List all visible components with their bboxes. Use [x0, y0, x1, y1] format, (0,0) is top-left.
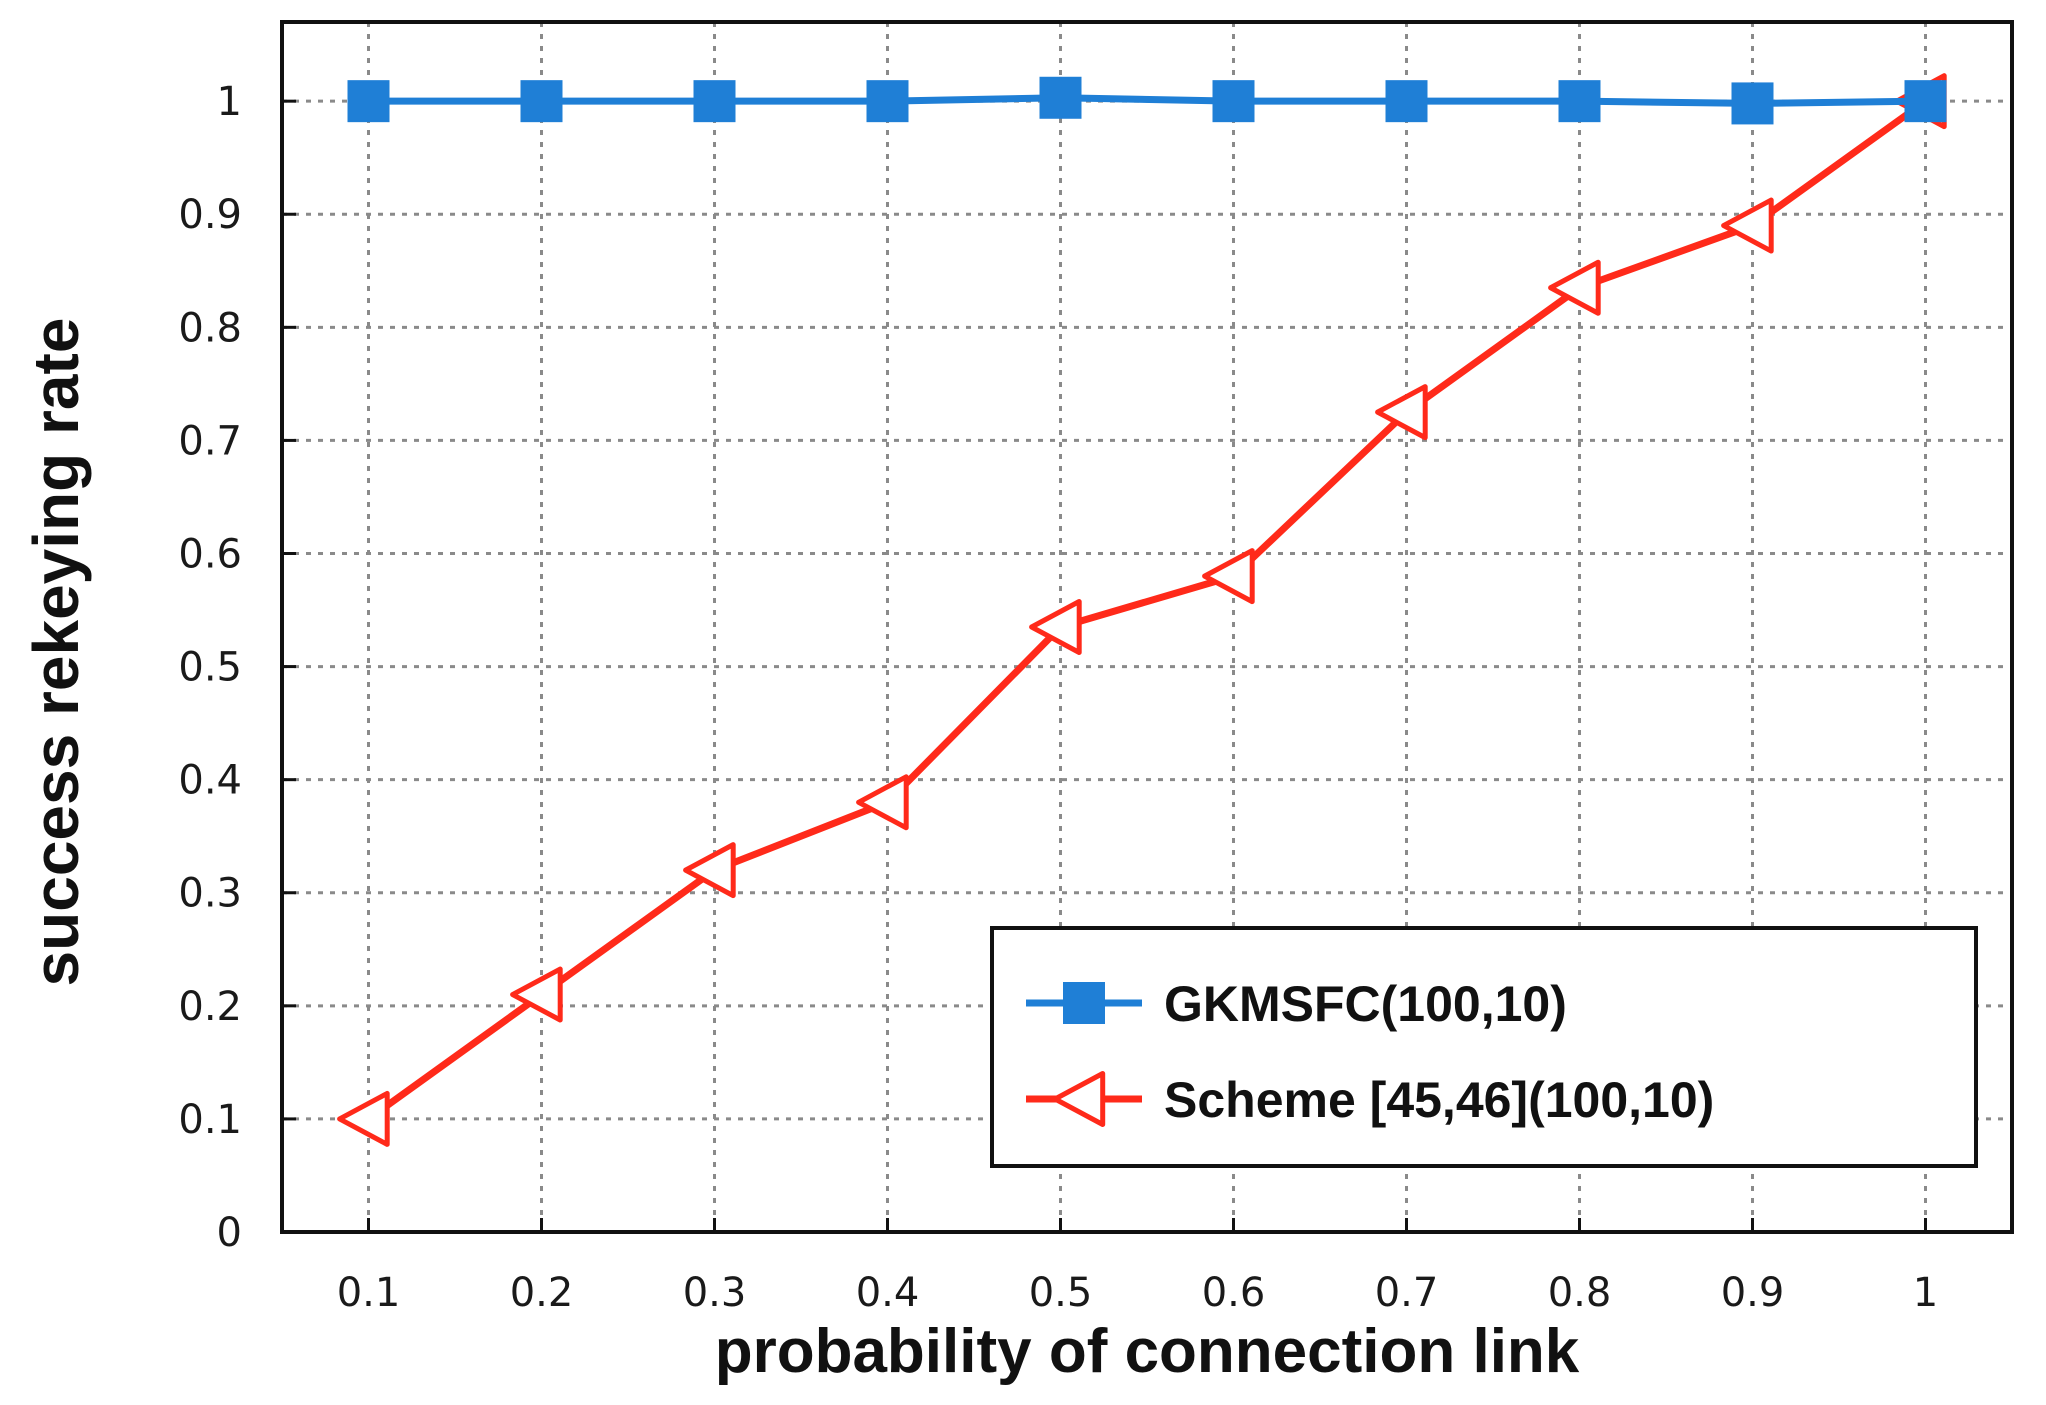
y-tick-label: 0.3 — [178, 871, 242, 917]
data-point-square — [1731, 82, 1774, 125]
data-point-square — [1385, 80, 1428, 123]
legend-items: GKMSFC(100,10) Scheme [45,46](100,10) — [1026, 976, 1714, 1128]
data-point-square — [520, 80, 563, 123]
data-point-triangle — [337, 1090, 390, 1147]
data-point-square — [347, 80, 390, 123]
x-tick-label: 1 — [1913, 1270, 1938, 1316]
data-point-square — [1039, 76, 1082, 119]
legend-label: Scheme [45,46](100,10) — [1164, 1072, 1714, 1128]
y-tick-label: 0.1 — [178, 1097, 242, 1143]
data-point-square — [1904, 80, 1947, 123]
data-point-triangle — [1721, 197, 1774, 254]
x-tick-label: 0.2 — [510, 1270, 574, 1316]
legend: GKMSFC(100,10) Scheme [45,46](100,10) — [990, 926, 1978, 1168]
legend-box — [990, 926, 1978, 1168]
data-point-triangle — [1548, 259, 1601, 316]
plot-series — [337, 73, 1947, 1147]
y-axis-title: success rekeying rate — [20, 318, 92, 987]
y-tick-label: 1 — [217, 79, 242, 125]
y-tick-label: 0.9 — [178, 192, 242, 238]
data-point-triangle — [1375, 384, 1428, 441]
y-tick-label: 0.8 — [178, 305, 242, 351]
x-axis-title: probability of connection link — [715, 1317, 1580, 1386]
series-line — [368, 94, 1926, 107]
data-point-square — [1063, 982, 1105, 1024]
y-tick-label: 0.7 — [178, 418, 242, 464]
data-point-square — [866, 80, 909, 123]
data-point-triangle — [510, 966, 563, 1023]
legend-item: GKMSFC(100,10) — [1026, 976, 1567, 1032]
y-tick-label: 0.6 — [178, 531, 242, 577]
data-point-triangle — [683, 842, 736, 899]
y-axis-ticks: 0 0.1 0.2 0.3 0.4 0.5 0.6 0.7 0.8 0.9 1 — [178, 79, 296, 1256]
x-tick-label: 0.7 — [1375, 1270, 1439, 1316]
y-tick-label: 0.4 — [178, 758, 242, 804]
data-point-square — [693, 80, 736, 123]
x-tick-label: 0.8 — [1548, 1270, 1612, 1316]
data-point-square — [1558, 80, 1601, 123]
x-tick-label: 0.5 — [1029, 1270, 1093, 1316]
x-axis-ticks: 0.1 0.2 0.3 0.4 0.5 0.6 0.7 0.8 0.9 1 — [337, 1218, 1938, 1316]
x-tick-label: 0.9 — [1721, 1270, 1785, 1316]
data-point-triangle — [1202, 548, 1255, 605]
data-point-square — [1212, 80, 1255, 123]
data-point-triangle — [1052, 1071, 1106, 1127]
x-tick-label: 0.6 — [1202, 1270, 1266, 1316]
x-tick-label: 0.4 — [856, 1270, 920, 1316]
legend-label: GKMSFC(100,10) — [1164, 976, 1567, 1032]
x-tick-label: 0.3 — [683, 1270, 747, 1316]
y-tick-label: 0.2 — [178, 984, 242, 1030]
plot-frame — [280, 20, 2014, 1234]
series-line — [366, 98, 1928, 1122]
data-point-triangle — [1029, 599, 1082, 655]
y-tick-label: 0 — [217, 1210, 242, 1256]
legend-item: Scheme [45,46](100,10) — [1026, 1071, 1714, 1128]
series-scheme — [337, 73, 1947, 1147]
series-gkmsfc — [347, 76, 1947, 125]
y-tick-label: 0.5 — [178, 645, 242, 691]
data-point-triangle — [856, 774, 909, 831]
x-tick-label: 0.1 — [337, 1270, 401, 1316]
